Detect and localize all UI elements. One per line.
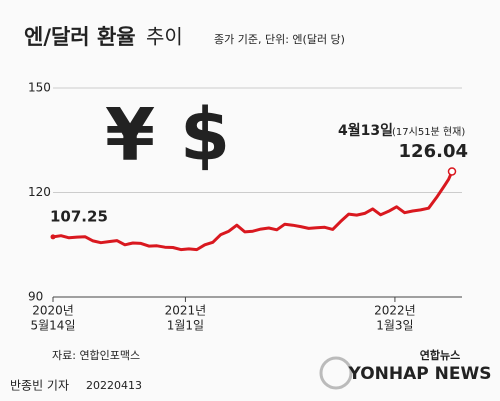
logo-kr: 연합뉴스	[420, 348, 460, 362]
end-value-label: 126.04	[399, 141, 468, 162]
end-point	[447, 167, 457, 176]
chart-title: 엔/달러 환율	[24, 25, 136, 49]
y-tick-label: 120	[28, 185, 51, 199]
annotation-time: (17시51분 현재)	[392, 126, 465, 138]
chart-title-suffix: 추이	[146, 25, 183, 49]
line	[52, 170, 454, 252]
y-tick-label: 90	[28, 290, 43, 304]
dateline: 20220413	[86, 379, 142, 392]
source: 자료: 연합인포맥스	[52, 349, 140, 362]
byline: 반종빈 기자	[10, 379, 69, 393]
start-value-label: 107.25	[50, 208, 108, 226]
x-tick-label: 1월1일	[167, 319, 204, 333]
logo-icon	[319, 356, 353, 390]
annotation-date: 4월13일	[338, 122, 393, 139]
x-tick-label: 2021년	[165, 304, 207, 318]
logo-en: YONHAP NEWS	[348, 364, 492, 384]
x-tick-label: 1월3일	[376, 319, 413, 333]
x-tick-label: 5월14일	[31, 319, 76, 333]
x-tick-label: 2022년	[374, 304, 416, 318]
start-point	[50, 234, 56, 240]
dollar-symbol: $	[180, 93, 230, 177]
subtitle: 종가 기준, 단위: 엔(달러 당)	[214, 33, 345, 46]
y-tick-label: 150	[28, 81, 51, 95]
x-tick-label: 2020년	[32, 304, 74, 318]
yen-symbol: ¥	[105, 93, 155, 177]
